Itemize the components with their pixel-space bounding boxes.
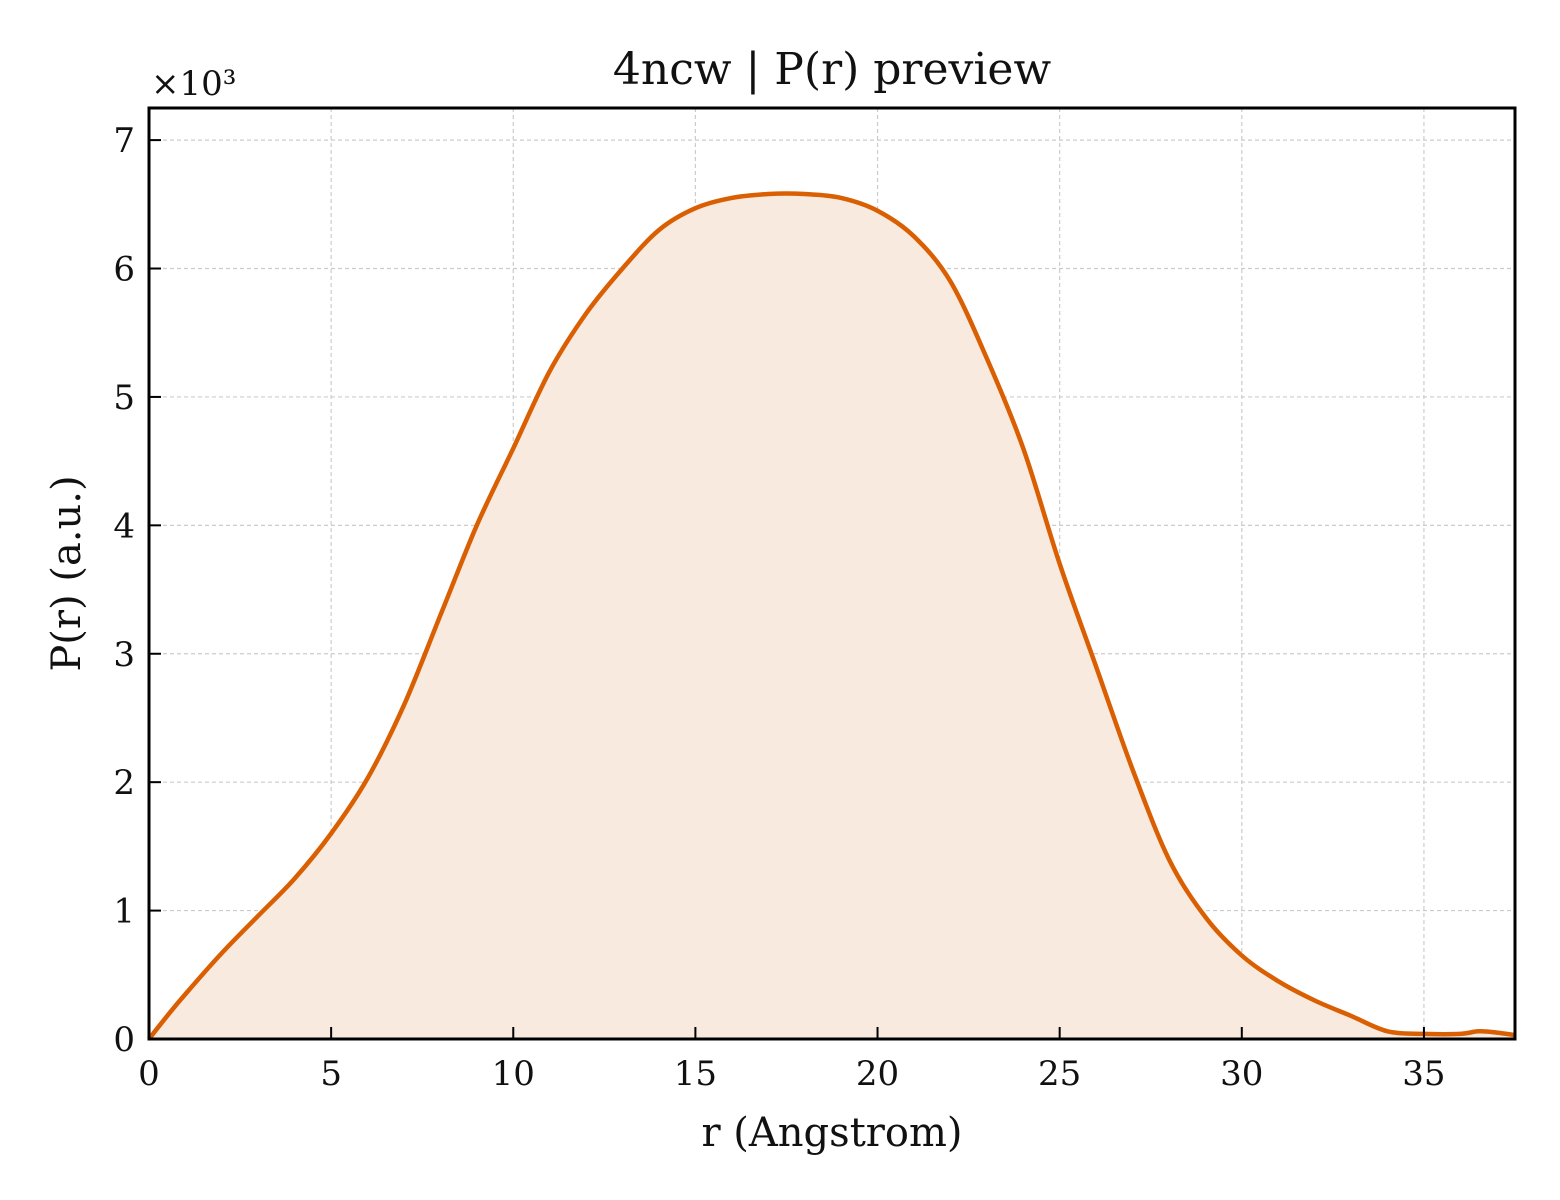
y-tick-label: 2 [113, 763, 135, 803]
plot-frame [147, 106, 1517, 1041]
y-tick-label: 1 [113, 892, 135, 932]
y-axis-label: P(r) (a.u.) [44, 475, 90, 671]
y-tick-label: 6 [113, 250, 135, 290]
pr-curve [147, 191, 1516, 1041]
y-tick-label: 5 [113, 378, 135, 418]
y-tick-label: 3 [113, 635, 135, 675]
x-tick-label: 5 [320, 1054, 342, 1094]
y-tick-label: 4 [113, 506, 135, 546]
x-tick-label: 25 [1038, 1054, 1081, 1094]
x-tick-label: 20 [856, 1054, 899, 1094]
y-axis-multiplier: ×10³ [151, 64, 236, 104]
x-tick-label: 15 [674, 1054, 717, 1094]
x-tick-label: 35 [1402, 1054, 1445, 1094]
x-tick-label: 30 [1220, 1054, 1263, 1094]
ticks [148, 139, 1425, 1040]
chart-title: 4ncw | P(r) preview [613, 44, 1052, 95]
tick-labels: 0 5 10 15 20 25 30 35 0 1 2 3 4 5 6 7 [113, 121, 1445, 1094]
x-tick-label: 10 [492, 1054, 535, 1094]
x-tick-label: 0 [138, 1054, 160, 1094]
y-tick-label: 7 [113, 121, 135, 161]
pr-area-fill [149, 193, 1515, 1039]
x-axis-label: r (Angstrom) [701, 1110, 962, 1156]
y-tick-label: 0 [113, 1020, 135, 1060]
